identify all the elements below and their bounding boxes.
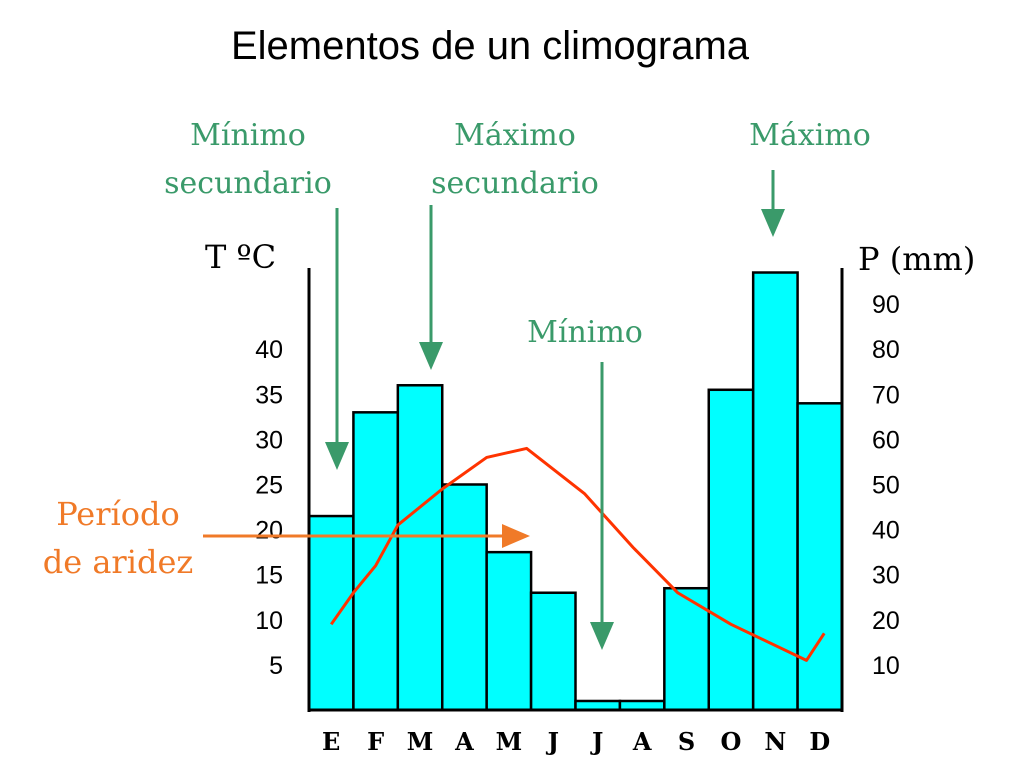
- x-tick-label: J: [590, 727, 603, 756]
- precip-bar: [307, 514, 355, 712]
- axis-ticks: E F M A M J J A S O N D5101520253035401020304050607…: [255, 291, 900, 756]
- arrow-down-icon: [761, 209, 785, 237]
- precip-bar: [352, 411, 400, 712]
- y-tick-label-left: 25: [255, 471, 283, 499]
- y-tick-label-right: 30: [872, 562, 900, 590]
- annotation-maximo: Máximo: [749, 118, 871, 153]
- y-axis-left-label: T ºC: [205, 238, 276, 276]
- precip-bar: [707, 388, 755, 712]
- y-tick-label-right: 20: [872, 607, 900, 635]
- annotations: Mínimo secundario Máximo secundario Máximo Mí…: [43, 118, 871, 650]
- y-tick-label-right: 70: [872, 381, 900, 409]
- y-tick-label-right: 90: [872, 291, 900, 319]
- x-tick-label: E: [322, 727, 340, 756]
- x-tick-label: O: [721, 727, 742, 756]
- y-tick-label-left: 30: [255, 426, 283, 454]
- annotation-maximo-secundario: secundario: [431, 166, 599, 201]
- y-tick-label-right: 60: [872, 426, 900, 454]
- y-tick-label-left: 35: [255, 381, 283, 409]
- y-tick-label-left: 10: [255, 607, 283, 635]
- precip-bar: [441, 483, 488, 712]
- arrow-down-icon: [325, 442, 349, 470]
- precip-bar: [796, 402, 844, 712]
- y-tick-label-left: 15: [255, 562, 283, 590]
- x-tick-label: D: [809, 727, 830, 756]
- arrow-down-icon: [419, 342, 443, 370]
- x-tick-label: A: [632, 727, 652, 756]
- annotation-minimo-secundario: Mínimo: [190, 118, 306, 153]
- x-tick-label: A: [454, 727, 474, 756]
- x-tick-label: M: [496, 727, 523, 756]
- precip-bar: [396, 384, 444, 712]
- precip-bar: [485, 550, 533, 712]
- y-tick-label-right: 80: [872, 336, 900, 364]
- annotation-periodo-aridez: Período: [56, 495, 180, 533]
- chart-axes: [307, 268, 844, 712]
- y-tick-label-left: 20: [255, 517, 283, 545]
- annotation-minimo-secundario: secundario: [164, 166, 332, 201]
- x-tick-label: M: [407, 727, 434, 756]
- y-tick-label-right: 50: [872, 471, 900, 499]
- annotation-maximo-secundario: Máximo: [454, 118, 576, 153]
- temperature-series: [329, 446, 826, 662]
- precipitation-bars: [307, 271, 844, 712]
- page-title: Elementos de un climograma: [230, 24, 750, 68]
- annotation-minimo: Mínimo: [527, 315, 643, 350]
- y-tick-label-left: 40: [255, 336, 283, 364]
- arrow-right-icon: [502, 524, 530, 548]
- y-tick-label-left: 5: [269, 652, 283, 680]
- x-tick-label: S: [678, 727, 695, 756]
- y-tick-label-right: 40: [872, 517, 900, 545]
- arrow-down-icon: [590, 622, 614, 650]
- x-tick-label: N: [764, 727, 786, 756]
- y-axis-right-label: P (mm): [858, 240, 975, 278]
- x-tick-label: F: [367, 727, 384, 756]
- y-tick-label-right: 10: [872, 652, 900, 680]
- precip-bar: [529, 591, 577, 712]
- temperature-line: [329, 446, 826, 662]
- x-tick-label: J: [546, 727, 559, 756]
- annotation-periodo-aridez: de aridez: [43, 543, 193, 581]
